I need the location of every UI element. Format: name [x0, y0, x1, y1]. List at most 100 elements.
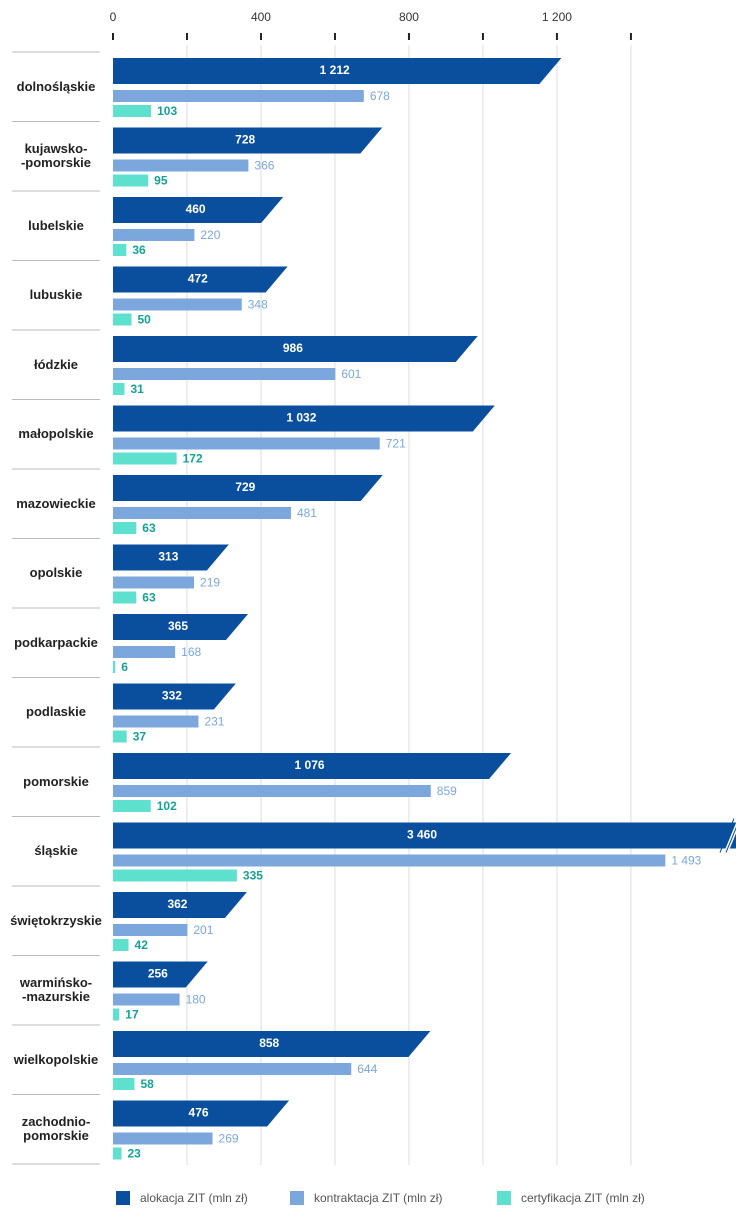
value-label: 37: [133, 730, 147, 744]
value-label: 313: [158, 550, 178, 564]
value-label: 31: [130, 382, 144, 396]
bar: [113, 939, 129, 951]
bar: [113, 1031, 431, 1057]
bar: [113, 1100, 290, 1127]
value-label: 365: [168, 619, 188, 633]
category-label: małopolskie: [18, 426, 94, 442]
legend-label: kontraktacja ZIT (mln zł): [314, 1191, 442, 1205]
bar: [113, 1008, 120, 1021]
value-label: 481: [297, 506, 317, 520]
category-label: warmińsko- -mazurskie: [19, 975, 93, 1005]
bar: [113, 614, 249, 640]
value-label: 721: [386, 437, 406, 451]
value-label: 332: [162, 689, 182, 703]
bar: [113, 405, 495, 432]
value-label: 601: [341, 367, 361, 381]
category-label: pomorskie: [23, 773, 89, 789]
bar: [113, 730, 127, 743]
bar: [113, 368, 336, 380]
bar: [113, 591, 137, 604]
category-label: kujawsko- -pomorskie: [20, 141, 92, 171]
value-label: 1 076: [295, 758, 325, 772]
x-tick-label: 800: [399, 10, 419, 24]
bar: [113, 800, 151, 812]
value-label: 1 493: [671, 854, 701, 868]
value-label: 986: [283, 341, 303, 355]
bar: [113, 869, 237, 882]
bar: [113, 298, 242, 311]
value-label: 335: [243, 869, 263, 883]
value-label: 95: [154, 174, 168, 188]
bar: [113, 683, 236, 710]
bar: [113, 437, 380, 450]
plot: [113, 58, 736, 1160]
bar: [113, 174, 149, 187]
bar: [113, 127, 383, 154]
x-tick-label: 400: [251, 10, 271, 24]
value-label: 6: [121, 660, 128, 674]
value-label: 859: [437, 784, 457, 798]
legend-swatch: [116, 1191, 130, 1205]
bar: [113, 753, 512, 779]
value-label: 102: [157, 799, 177, 813]
value-label: 1 212: [320, 63, 350, 77]
value-label: 348: [248, 298, 268, 312]
category-label: wielkopolskie: [13, 1051, 99, 1067]
value-label: 23: [128, 1147, 142, 1161]
value-label: 201: [193, 923, 213, 937]
bar: [113, 1063, 352, 1075]
value-label: 256: [148, 967, 168, 981]
bar: [113, 854, 666, 867]
value-label: 172: [183, 452, 203, 466]
value-label: 366: [254, 159, 274, 173]
value-label: 17: [125, 1008, 139, 1022]
bar: [113, 961, 208, 988]
value-label: 644: [357, 1062, 377, 1076]
category-label: lubelskie: [28, 217, 84, 233]
category-label: zachodnio- pomorskie: [21, 1114, 91, 1144]
bar: [113, 1147, 122, 1160]
bar: [113, 313, 132, 326]
category-label: dolnośląskie: [16, 78, 96, 94]
bar: [113, 785, 431, 797]
bar: [113, 924, 188, 936]
category-label: podlaskie: [26, 704, 86, 720]
value-label: 220: [200, 228, 220, 242]
value-label: 36: [132, 243, 146, 257]
value-label: 180: [186, 993, 206, 1007]
value-label: 460: [186, 202, 206, 216]
bar: [113, 576, 195, 589]
bar: [113, 1132, 213, 1145]
bar: [113, 1078, 135, 1090]
category-label: łódzkie: [33, 356, 79, 372]
legend-label: certyfikacja ZIT (mln zł): [521, 1191, 645, 1205]
axis-break: [719, 818, 735, 853]
bar: [113, 715, 199, 728]
category-label: śląskie: [34, 843, 78, 859]
category-label: mazowieckie: [16, 495, 96, 511]
value-label: 231: [204, 715, 224, 729]
axis-break: [725, 826, 736, 853]
legend-swatch: [497, 1191, 511, 1205]
category-label: lubuskie: [29, 287, 83, 303]
value-label: 168: [181, 645, 201, 659]
bar: [113, 266, 288, 293]
value-label: 42: [135, 938, 149, 952]
value-label: 3 460: [407, 828, 437, 842]
bar: [113, 90, 364, 102]
bar: [113, 383, 125, 395]
value-label: 219: [200, 576, 220, 590]
value-label: 858: [259, 1036, 279, 1050]
category-label: podkarpackie: [14, 634, 98, 650]
bar: [113, 646, 176, 658]
bar: [113, 507, 291, 519]
bar: [113, 105, 152, 117]
legend-swatch: [290, 1191, 304, 1205]
value-label: 729: [235, 480, 255, 494]
bar: [113, 197, 284, 223]
bar: [113, 661, 116, 673]
value-label: 58: [140, 1077, 154, 1091]
bar: [113, 336, 478, 362]
